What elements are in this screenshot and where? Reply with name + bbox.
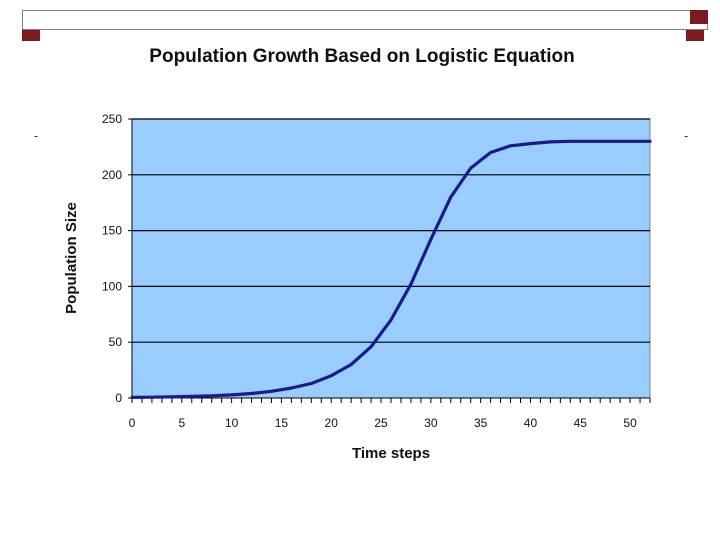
y-tick-label-100: 100 [102,279,122,293]
data-point [250,392,253,395]
data-point [230,393,234,397]
y-tick-label-200: 200 [102,168,122,182]
data-point [270,389,273,393]
data-point [568,139,572,143]
x-tick-label-45: 45 [574,416,588,430]
data-point [509,144,512,148]
data-point [349,363,353,366]
data-point [469,166,473,170]
slide-accent-square-left [22,30,40,41]
data-point [529,142,532,145]
data-point [409,282,413,286]
chart-title: Population Growth Based on Logistic Equa… [149,46,574,67]
x-tick-label-10: 10 [225,416,239,430]
data-point [389,318,393,322]
data-point [130,396,134,399]
data-point [648,139,652,143]
y-tick-label-250: 250 [102,112,122,126]
x-tick-label-5: 5 [178,416,185,430]
x-tick-label-35: 35 [474,416,488,430]
data-point [449,195,453,199]
data-point [429,238,433,241]
slide-dash-left: - [34,128,39,143]
x-tick-label-50: 50 [623,416,637,430]
data-point [548,140,552,144]
data-point [309,382,313,385]
data-point [289,386,293,390]
x-tick-label-15: 15 [275,416,289,430]
slide-accent-square-right [686,30,704,41]
y-tick-label-150: 150 [102,224,122,238]
data-point [608,139,612,143]
data-point [628,139,632,143]
data-point [588,139,592,143]
data-point [150,395,154,399]
x-axis-label: Time steps [352,445,430,462]
x-tick-label-25: 25 [374,416,388,430]
data-point [329,374,333,378]
data-point [210,394,214,398]
data-point [369,345,373,349]
x-tick-label-40: 40 [524,416,538,430]
x-tick-label-30: 30 [424,416,438,430]
slide-dash-right: - [684,128,689,143]
data-point [489,151,493,154]
x-tick-label-0: 0 [129,416,136,430]
slide-accent-square-top-right [690,10,708,24]
y-axis-label: Population Size [63,202,80,314]
x-tick-label-20: 20 [325,416,339,430]
y-tick-label-50: 50 [109,335,123,349]
y-tick-label-0: 0 [115,391,122,405]
data-point [170,395,174,399]
data-point [190,395,194,398]
plot-area [131,118,651,399]
